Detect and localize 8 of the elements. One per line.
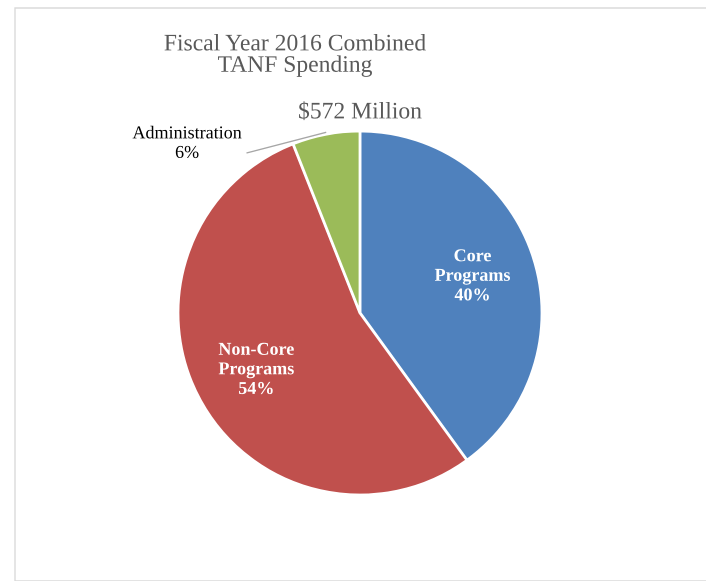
slice-label: Core Programs — [434, 249, 510, 285]
slice-label: Administration — [132, 126, 242, 139]
slice-label: Non-Core Programs — [218, 342, 294, 378]
data-label: 40% — [454, 288, 489, 301]
chart-subtitle: $572 Million — [299, 101, 422, 120]
data-label: 6% — [176, 146, 199, 158]
data-label: 54% — [239, 382, 273, 394]
chart-title: Fiscal Year 2016 Combined TANF Spending — [164, 34, 426, 77]
